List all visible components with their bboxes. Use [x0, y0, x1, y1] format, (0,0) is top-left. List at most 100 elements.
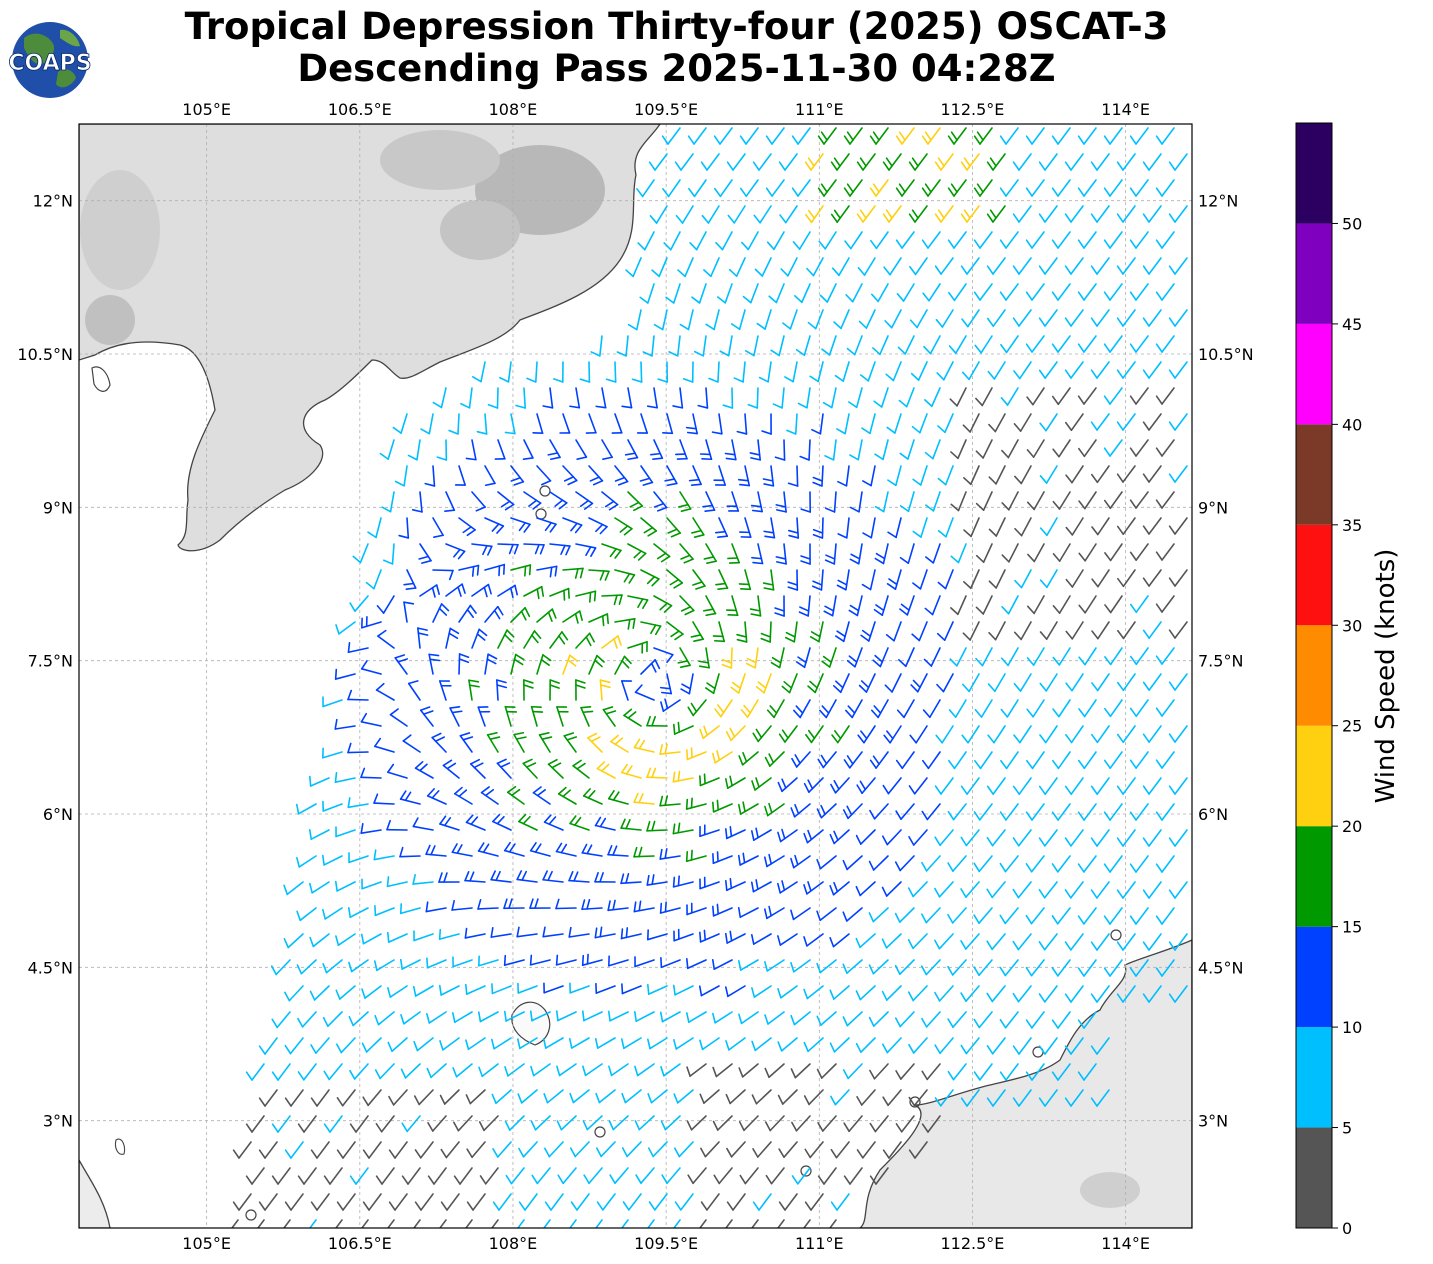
- wind-barb: [673, 928, 694, 942]
- wind-barb: [738, 751, 759, 766]
- wind-barb: [377, 629, 395, 649]
- wind-barb: [1064, 933, 1084, 951]
- wind-barb: [386, 819, 408, 831]
- wind-barb: [1064, 309, 1084, 327]
- wind-barb: [782, 309, 798, 330]
- colorbar-segment: [1296, 926, 1332, 1028]
- wind-barb: [1090, 829, 1110, 847]
- wind-barb: [1155, 335, 1175, 353]
- wind-barb: [1116, 777, 1136, 795]
- wind-barb: [1142, 257, 1162, 275]
- wind-barb: [379, 439, 395, 460]
- wind-barb: [960, 777, 980, 795]
- lat-tick-label-left: 12°N: [33, 192, 73, 211]
- wind-barb: [451, 1011, 473, 1023]
- wind-barb: [794, 283, 811, 304]
- wind-barb: [882, 1141, 902, 1159]
- wind-barb: [934, 829, 954, 847]
- wind-barb: [708, 361, 720, 383]
- wind-barb: [468, 679, 480, 701]
- wind-barb: [499, 361, 512, 383]
- wind-barb: [673, 721, 694, 735]
- wind-barb: [804, 1141, 824, 1159]
- wind-barb: [935, 725, 954, 744]
- wind-barb: [856, 153, 876, 171]
- wind-barb: [258, 1037, 278, 1055]
- wind-barb: [322, 907, 343, 920]
- wind-barb: [666, 569, 684, 589]
- wind-barb: [679, 543, 694, 564]
- wind-barb: [936, 621, 954, 641]
- wind-barb: [609, 1219, 629, 1228]
- wind-barb: [753, 205, 772, 224]
- wind-barb: [284, 985, 304, 1002]
- wind-barb: [874, 491, 889, 513]
- wind-barb: [934, 777, 954, 795]
- wind-barb: [986, 881, 1006, 899]
- wind-barb: [1038, 309, 1058, 327]
- wind-barb: [999, 855, 1019, 873]
- wind-barb: [271, 1063, 291, 1081]
- wind-barb: [725, 595, 739, 616]
- wind-barb: [883, 725, 902, 744]
- wind-barb: [1025, 803, 1045, 821]
- wind-barb: [427, 1219, 447, 1228]
- wind-barb: [553, 361, 564, 383]
- wind-barb: [962, 621, 980, 641]
- wind-barb: [897, 335, 915, 355]
- wind-barb: [1155, 699, 1175, 717]
- wind-barb: [1012, 153, 1032, 171]
- wind-barb: [1168, 413, 1188, 431]
- wind-barb: [1142, 569, 1162, 587]
- wind-barb: [653, 543, 671, 563]
- wind-barb: [874, 439, 889, 461]
- wind-barb: [921, 803, 941, 821]
- wind-barb: [727, 205, 746, 224]
- wind-barb: [687, 699, 707, 717]
- wind-barb: [1116, 933, 1136, 951]
- wind-barb: [922, 751, 941, 770]
- wind-barb: [572, 759, 590, 779]
- wind-barb: [672, 822, 694, 835]
- wind-barb: [673, 1141, 694, 1158]
- chart-title-line2: Descending Pass 2025-11-30 04:28Z: [297, 47, 1056, 90]
- wind-barb: [557, 1219, 577, 1228]
- wind-barb: [1142, 205, 1162, 223]
- wind-barb: [452, 1063, 473, 1078]
- wind-barb: [869, 1115, 889, 1133]
- wind-barb: [529, 954, 551, 966]
- logo-text: COAPS: [8, 51, 91, 76]
- wind-barb: [884, 309, 902, 329]
- wind-barb: [1104, 595, 1123, 614]
- wind-barb: [973, 855, 993, 873]
- wind-barb: [795, 647, 811, 669]
- wind-barb: [284, 1141, 304, 1159]
- wind-barb: [817, 1167, 837, 1185]
- wind-barb: [381, 491, 395, 513]
- wind-barb: [245, 1219, 265, 1228]
- colorbar-frame: [1295, 122, 1333, 1229]
- wind-barb: [947, 855, 967, 872]
- wind-barb: [1051, 335, 1071, 353]
- wind-barb: [848, 595, 863, 617]
- wind-barb: [988, 621, 1006, 641]
- wind-barb: [973, 959, 993, 977]
- wind-barb: [882, 205, 902, 223]
- wind-barb: [740, 699, 759, 718]
- lat-tick-label-right: 10.5°N: [1198, 345, 1254, 364]
- wind-barb: [1001, 543, 1019, 563]
- wind-barb: [697, 387, 709, 409]
- wind-barb: [361, 1037, 382, 1053]
- wind-barb: [772, 387, 785, 409]
- wind-barb: [896, 699, 915, 719]
- wind-barb: [1025, 231, 1045, 249]
- wind-barb: [1039, 673, 1058, 692]
- wind-barb: [795, 335, 811, 356]
- lat-tick-label-left: 9°N: [43, 498, 73, 517]
- wind-barb: [478, 1063, 499, 1078]
- wind-barb: [440, 1193, 460, 1211]
- wind-barb: [659, 673, 673, 695]
- wind-barb: [271, 1115, 291, 1133]
- wind-barb: [588, 613, 609, 627]
- wind-barb: [973, 179, 993, 197]
